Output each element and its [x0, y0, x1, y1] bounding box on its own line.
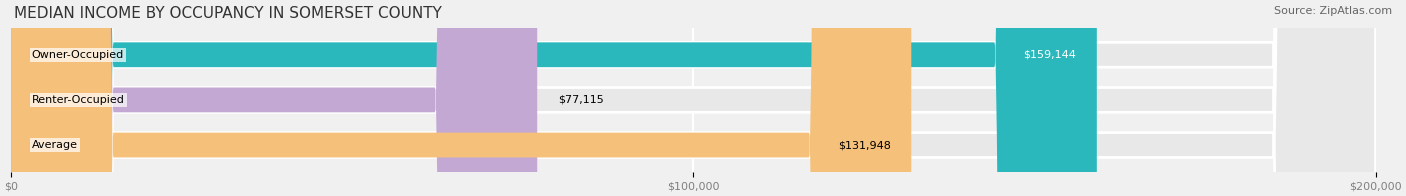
FancyBboxPatch shape: [11, 0, 537, 196]
Text: Owner-Occupied: Owner-Occupied: [31, 50, 124, 60]
Text: MEDIAN INCOME BY OCCUPANCY IN SOMERSET COUNTY: MEDIAN INCOME BY OCCUPANCY IN SOMERSET C…: [14, 6, 441, 21]
Text: Average: Average: [31, 140, 77, 150]
FancyBboxPatch shape: [11, 0, 1097, 196]
Text: Renter-Occupied: Renter-Occupied: [31, 95, 125, 105]
Text: $77,115: $77,115: [558, 95, 603, 105]
Text: $131,948: $131,948: [838, 140, 891, 150]
FancyBboxPatch shape: [11, 0, 1375, 196]
FancyBboxPatch shape: [11, 0, 1375, 196]
Text: Source: ZipAtlas.com: Source: ZipAtlas.com: [1274, 6, 1392, 16]
FancyBboxPatch shape: [11, 0, 911, 196]
FancyBboxPatch shape: [11, 0, 1375, 196]
Text: $159,144: $159,144: [1024, 50, 1077, 60]
